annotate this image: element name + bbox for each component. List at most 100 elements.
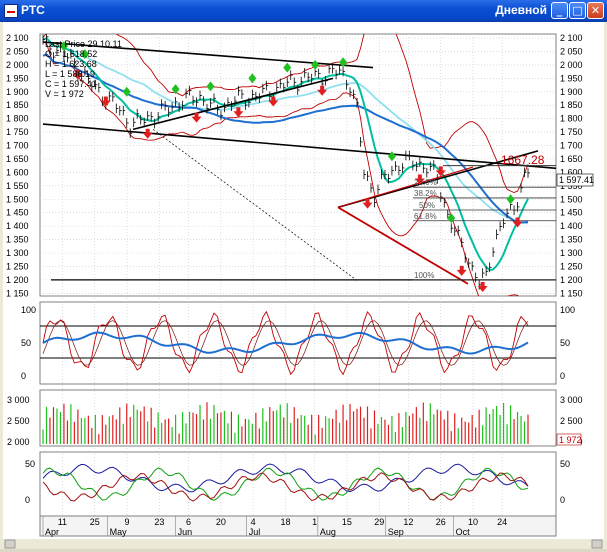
price-y-tick-left: 1 650 bbox=[6, 154, 29, 164]
price-y-tick-left: 1 150 bbox=[6, 288, 29, 298]
date-tick: 1 bbox=[312, 517, 317, 527]
date-tick: 4 bbox=[251, 517, 256, 527]
timeframe-label[interactable]: Дневной bbox=[495, 3, 547, 17]
buy-marker bbox=[447, 213, 456, 224]
month-label: Jun bbox=[178, 527, 193, 537]
bollinger-upper-band bbox=[42, 34, 529, 193]
price-y-tick-right: 1 250 bbox=[560, 261, 583, 271]
price-y-tick-left: 1 250 bbox=[6, 261, 29, 271]
price-y-tick-left: 1 500 bbox=[6, 194, 29, 204]
sell-marker bbox=[435, 166, 446, 177]
price-y-tick-left: 1 950 bbox=[6, 73, 29, 83]
price-y-tick-right: 1 300 bbox=[560, 248, 583, 258]
price-y-tick-right: 1 900 bbox=[560, 87, 583, 97]
price-y-tick-left: 1 550 bbox=[6, 181, 29, 191]
date-tick: 29 bbox=[374, 517, 384, 527]
month-label: Apr bbox=[45, 527, 59, 537]
trendline-dashed bbox=[152, 129, 359, 282]
oscillator-y-tick-left: 0 bbox=[21, 371, 26, 381]
sell-marker bbox=[191, 112, 202, 123]
sell-marker bbox=[100, 96, 111, 107]
volume-y-tick-left: 2 000 bbox=[7, 437, 30, 447]
adx-panel bbox=[39, 451, 557, 517]
scroll-right-button[interactable] bbox=[591, 539, 603, 549]
sell-marker bbox=[268, 96, 279, 107]
date-tick: 26 bbox=[436, 517, 446, 527]
fibo-level-label: 23.6% bbox=[414, 178, 437, 187]
oscillator-y-tick-right: 100 bbox=[560, 305, 575, 315]
price-y-axis-left: 2 100 2 050 2 000 1 950 1 900 1 850 1 800 1 750… bbox=[6, 33, 29, 298]
price-y-tick-right: 1 750 bbox=[560, 127, 583, 137]
price-y-tick-right: 1 700 bbox=[560, 141, 583, 151]
close-button[interactable]: ✕ bbox=[587, 2, 604, 19]
last-volume-value: 1 972 bbox=[559, 435, 582, 445]
month-label: Jul bbox=[249, 527, 261, 537]
stochastic-k-line bbox=[42, 310, 529, 376]
trendline-long bbox=[42, 123, 556, 170]
price-y-tick-left: 1 200 bbox=[6, 275, 29, 285]
price-y-tick-left: 1 750 bbox=[6, 127, 29, 137]
buy-marker bbox=[171, 84, 180, 95]
date-tick: 12 bbox=[403, 517, 413, 527]
date-tick: 20 bbox=[216, 517, 226, 527]
oscillator-y-tick-left: 100 bbox=[21, 305, 36, 315]
chart-app-icon bbox=[4, 4, 18, 18]
price-y-tick-right: 2 100 bbox=[560, 33, 583, 43]
maximize-button[interactable]: □ bbox=[569, 2, 586, 19]
price-y-tick-left: 1 900 bbox=[6, 87, 29, 97]
price-info-line: L = 1 586.19 bbox=[45, 69, 95, 79]
adx-y-tick-left: 0 bbox=[25, 495, 30, 505]
price-y-tick-right: 1 500 bbox=[560, 194, 583, 204]
fibo-fan-line bbox=[337, 166, 474, 208]
fibonacci-labels: 23.6% 38.2% 50% 61.8% 100% bbox=[414, 178, 437, 280]
price-y-tick-left: 2 000 bbox=[6, 60, 29, 70]
date-tick: 25 bbox=[90, 517, 100, 527]
last-price-value: 1 597.41 bbox=[559, 175, 594, 185]
scroll-left-button[interactable] bbox=[4, 539, 16, 549]
resistance-annotation: 1667.28 bbox=[501, 153, 545, 167]
price-info-line: Last Price 29.10.11 bbox=[45, 39, 122, 49]
sell-marker bbox=[233, 107, 244, 118]
price-y-tick-right: 1 400 bbox=[560, 221, 583, 231]
sell-marker bbox=[317, 85, 328, 96]
price-y-tick-left: 1 300 bbox=[6, 248, 29, 258]
adx-y-tick-right: 50 bbox=[560, 459, 570, 469]
adx-y-tick-right: 0 bbox=[560, 495, 565, 505]
horizontal-scrollbar[interactable] bbox=[3, 539, 604, 549]
buy-marker bbox=[80, 49, 89, 60]
x-axis-panel bbox=[39, 515, 557, 537]
fibo-level-label: 50% bbox=[419, 201, 435, 210]
price-info-line: C = 1 597.41 bbox=[45, 79, 97, 89]
status-bar bbox=[0, 549, 607, 552]
oscillator-y-tick-right: 50 bbox=[560, 338, 570, 348]
minimize-button[interactable]: _ bbox=[551, 2, 568, 19]
month-label: Aug bbox=[320, 527, 336, 537]
fibo-level-label: 100% bbox=[414, 271, 434, 280]
title-bar: РТС Дневной _ □ ✕ bbox=[0, 0, 607, 22]
buy-marker bbox=[506, 194, 515, 205]
maximize-icon: □ bbox=[572, 4, 583, 17]
price-y-tick-left: 2 050 bbox=[6, 46, 29, 56]
price-y-tick-right: 1 850 bbox=[560, 100, 583, 110]
window-title: РТС bbox=[21, 3, 45, 17]
buy-marker bbox=[206, 81, 215, 92]
price-y-tick-left: 1 600 bbox=[6, 167, 29, 177]
volume-y-tick-right: 3 000 bbox=[560, 395, 583, 405]
price-info-line: V = 1 972 bbox=[45, 89, 84, 99]
price-y-tick-right: 1 450 bbox=[560, 208, 583, 218]
price-y-tick-left: 1 850 bbox=[6, 100, 29, 110]
buy-marker bbox=[283, 62, 292, 73]
price-y-tick-right: 1 350 bbox=[560, 235, 583, 245]
adx-lines bbox=[42, 463, 529, 502]
trendline-support bbox=[132, 77, 334, 131]
date-tick: 23 bbox=[154, 517, 164, 527]
month-label: Oct bbox=[456, 527, 471, 537]
date-tick: 6 bbox=[186, 517, 191, 527]
volume-y-tick-right: 2 500 bbox=[560, 416, 583, 426]
date-tick: 15 bbox=[342, 517, 352, 527]
price-y-tick-left: 1 700 bbox=[6, 141, 29, 151]
fibo-level-label: 61.8% bbox=[414, 212, 437, 221]
oscillator-y-tick-left: 50 bbox=[21, 338, 31, 348]
volume-y-tick-left: 3 000 bbox=[7, 395, 30, 405]
buy-marker bbox=[248, 73, 257, 84]
